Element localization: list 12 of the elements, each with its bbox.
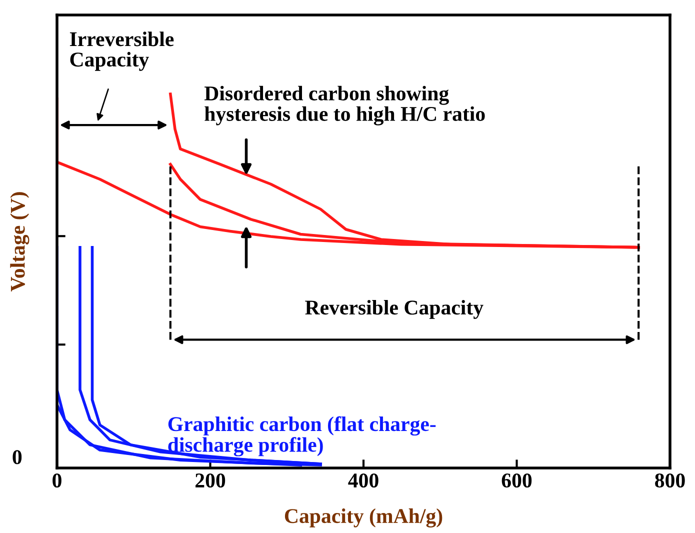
text: 0 [12, 450, 22, 464]
x-axis-title: Capacity (mAh/g) [284, 508, 442, 528]
text: Irreversible Capacity [70, 32, 174, 71]
x-tick-label: 800 [655, 473, 685, 488]
x-tick-label: 600 [502, 473, 532, 488]
x-tick-label: 200 [196, 473, 226, 488]
x-tick-label: 400 [348, 473, 378, 488]
annotation: Reversible Capacity [305, 300, 484, 319]
annotation: Graphitic carbon (flat charge- discharge profile) [168, 416, 436, 456]
y-axis-title: Voltage (V) [10, 192, 30, 292]
annotation: Disordered carbon showing hysteresis due to high H/C ratio [204, 86, 485, 126]
x-tick-label: 0 [52, 473, 62, 488]
